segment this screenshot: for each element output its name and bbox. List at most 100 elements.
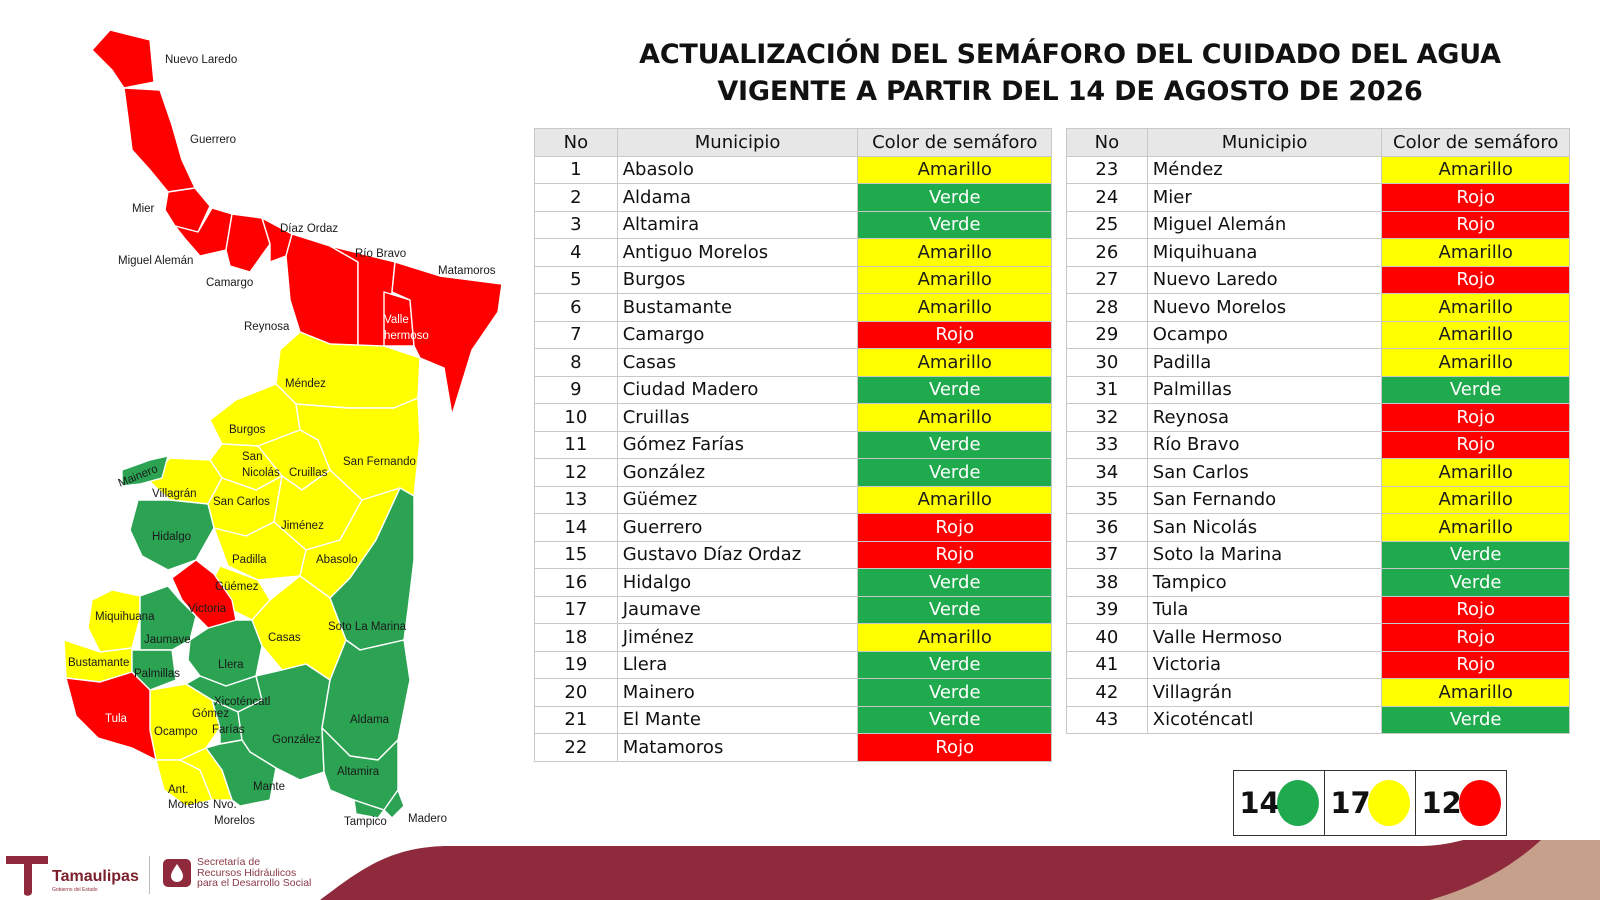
municipio-name: González [616, 458, 859, 487]
semaforo-color-cell: Verde [857, 650, 1052, 679]
map-label-casas: Casas [268, 632, 301, 644]
row-number: 3 [534, 210, 618, 239]
table-row: 18 Jiménez Amarillo [534, 623, 1052, 652]
water-drop-icon [163, 859, 191, 887]
map-label-valle: Valle [384, 314, 409, 326]
municipio-name: Altamira [616, 210, 859, 239]
row-number: 24 [1066, 183, 1148, 212]
municipio-name: Soto la Marina [1146, 540, 1383, 569]
municipio-name: Padilla [1146, 348, 1383, 377]
row-number: 27 [1066, 265, 1148, 294]
map-label-mante: Mante [253, 781, 285, 793]
row-number: 43 [1066, 705, 1148, 734]
municipio-name: Jaumave [616, 595, 859, 624]
table-row: 27 Nuevo Laredo Rojo [1066, 265, 1570, 294]
table-row: 38 Tampico Verde [1066, 568, 1570, 597]
table-row: 23 Méndez Amarillo [1066, 155, 1570, 184]
map-label-jimenez: Jiménez [281, 520, 324, 532]
green-circle-icon [1276, 780, 1319, 826]
map-label-villagran: Villagrán [152, 488, 197, 500]
table-row: 39 Tula Rojo [1066, 595, 1570, 624]
row-number: 19 [534, 650, 618, 679]
row-number: 9 [534, 375, 618, 404]
semaforo-color-cell: Amarillo [857, 623, 1052, 652]
table-row: 19 Llera Verde [534, 650, 1052, 679]
region-matamoros [391, 261, 503, 416]
semaforo-color-cell: Verde [1381, 568, 1570, 597]
map-label-gonzalez: González [272, 734, 321, 746]
title-line-2: VIGENTE A PARTIR DEL 14 DE AGOSTO DE 202… [717, 76, 1423, 107]
municipio-name: Ocampo [1146, 320, 1383, 349]
table-row: 28 Nuevo Morelos Amarillo [1066, 293, 1570, 322]
row-number: 32 [1066, 403, 1148, 432]
legend-verde-count: 14 [1239, 786, 1280, 820]
semaforo-color-cell: Verde [857, 568, 1052, 597]
table-row: 17 Jaumave Verde [534, 595, 1052, 624]
map-label-mendez: Méndez [285, 378, 326, 390]
municipio-name: Río Bravo [1146, 430, 1383, 459]
table-row: 34 San Carlos Amarillo [1066, 458, 1570, 487]
map-label-nuevo-laredo: Nuevo Laredo [165, 54, 237, 66]
table-row: 14 Guerrero Rojo [534, 513, 1052, 542]
semaforo-table-left: No Municipio Color de semáforo 1 Abasolo A… [534, 128, 1052, 762]
table-row: 24 Mier Rojo [1066, 183, 1570, 212]
map-label-gomez: Gómez [192, 708, 229, 720]
municipio-name: Abasolo [616, 155, 859, 184]
table-row: 35 San Fernando Amarillo [1066, 485, 1570, 514]
map-label-soto-la-marina: Soto La Marina [328, 621, 407, 633]
map-label-reynosa: Reynosa [244, 321, 290, 333]
municipio-name: Tula [1146, 595, 1383, 624]
row-number: 33 [1066, 430, 1148, 459]
header-no: No [534, 128, 618, 157]
row-number: 18 [534, 623, 618, 652]
table-row: 36 San Nicolás Amarillo [1066, 513, 1570, 542]
row-number: 29 [1066, 320, 1148, 349]
map-label-aldama: Aldama [350, 714, 390, 726]
map-label-tampico: Tampico [344, 816, 387, 828]
region-diaz-ordaz [261, 217, 293, 263]
table-row: 26 Miquihuana Amarillo [1066, 238, 1570, 267]
header-color: Color de semáforo [857, 128, 1052, 157]
table-header-row: No Municipio Color de semáforo [1066, 128, 1570, 157]
table-row: 3 Altamira Verde [534, 210, 1052, 239]
map-label-san: San [242, 451, 262, 463]
row-number: 36 [1066, 513, 1148, 542]
municipio-name: San Carlos [1146, 458, 1383, 487]
semaforo-color-cell: Amarillo [857, 348, 1052, 377]
table-row: 32 Reynosa Rojo [1066, 403, 1570, 432]
semaforo-color-cell: Verde [1381, 705, 1570, 734]
map-label-matamoros: Matamoros [438, 265, 496, 277]
secretaria-line-2: Recursos Hidráulicos [197, 866, 297, 879]
semaforo-color-cell: Verde [857, 210, 1052, 239]
table-row: 29 Ocampo Amarillo [1066, 320, 1570, 349]
row-number: 42 [1066, 678, 1148, 707]
map-label-tula: Tula [105, 713, 128, 725]
semaforo-color-cell: Rojo [1381, 430, 1570, 459]
table-row: 11 Gómez Farías Verde [534, 430, 1052, 459]
row-number: 5 [534, 265, 618, 294]
semaforo-color-cell: Amarillo [857, 485, 1052, 514]
row-number: 31 [1066, 375, 1148, 404]
municipio-name: Tampico [1146, 568, 1383, 597]
municipio-name: Camargo [616, 320, 859, 349]
row-number: 25 [1066, 210, 1148, 239]
municipio-name: Gómez Farías [616, 430, 859, 459]
semaforo-color-cell: Verde [857, 430, 1052, 459]
map-label-abasolo: Abasolo [316, 554, 358, 566]
municipio-name: El Mante [616, 705, 859, 734]
map-label-diaz-ordaz: Díaz Ordaz [280, 223, 338, 235]
municipio-name: Guerrero [616, 513, 859, 542]
municipio-name: Cruillas [616, 403, 859, 432]
municipio-name: Reynosa [1146, 403, 1383, 432]
region-el-mante [205, 739, 277, 807]
red-circle-icon [1458, 780, 1501, 826]
table-row: 20 Mainero Verde [534, 678, 1052, 707]
row-number: 15 [534, 540, 618, 569]
footer-band [320, 840, 1600, 900]
table-row: 37 Soto la Marina Verde [1066, 540, 1570, 569]
map-label-madero: Madero [408, 813, 447, 825]
region-tula [65, 671, 157, 761]
semaforo-color-cell: Verde [857, 595, 1052, 624]
row-number: 28 [1066, 293, 1148, 322]
table-row: 2 Aldama Verde [534, 183, 1052, 212]
